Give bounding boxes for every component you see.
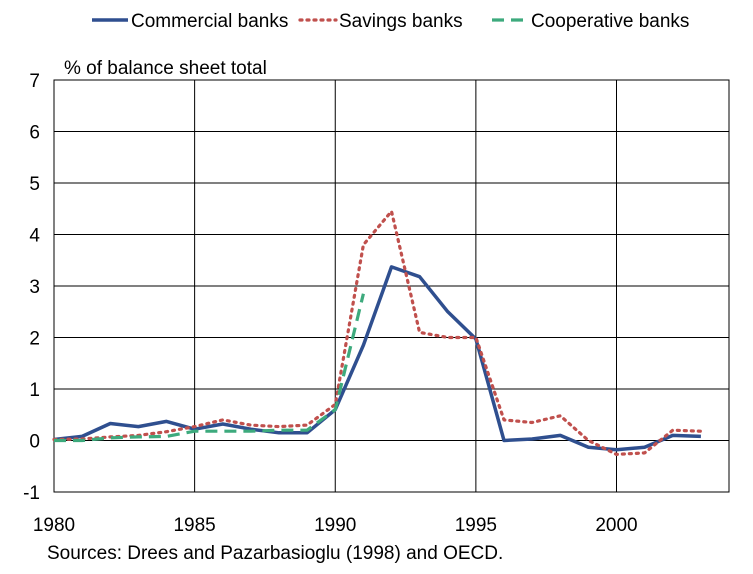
x-tick-label: 1985 bbox=[173, 515, 215, 536]
y-tick-label: -1 bbox=[23, 483, 40, 504]
legend: Commercial banks Savings banks Cooperative… bbox=[92, 11, 689, 32]
x-axis-ticks: 1980 1985 1990 1995 2000 bbox=[33, 515, 638, 536]
y-tick-label: 5 bbox=[29, 174, 40, 195]
y-tick-label: 7 bbox=[29, 71, 40, 92]
series-layer bbox=[52, 209, 703, 456]
series-line-savings-banks bbox=[52, 209, 703, 456]
y-tick-label: 2 bbox=[29, 329, 40, 350]
legend-label: Savings banks bbox=[339, 11, 463, 32]
legend-label: Commercial banks bbox=[131, 11, 288, 32]
plot-frame bbox=[53, 79, 730, 493]
x-tick-label: 1990 bbox=[314, 515, 356, 536]
series-line-commercial-banks bbox=[53, 265, 701, 452]
grid bbox=[54, 80, 729, 492]
x-tick-label: 1980 bbox=[33, 515, 75, 536]
legend-label: Cooperative banks bbox=[531, 11, 689, 32]
source-note: Sources: Drees and Pazarbasioglu (1998) … bbox=[47, 543, 503, 564]
y-axis-label: % of balance sheet total bbox=[64, 58, 267, 79]
x-tick-label: 2000 bbox=[595, 515, 637, 536]
y-tick-label: 4 bbox=[29, 226, 40, 247]
x-tick-label: 1995 bbox=[455, 515, 497, 536]
series-line-cooperative-banks bbox=[54, 293, 365, 443]
y-tick-label: 1 bbox=[29, 380, 40, 401]
y-tick-label: 6 bbox=[29, 123, 40, 144]
y-tick-label: 0 bbox=[29, 432, 40, 453]
y-tick-label: 3 bbox=[29, 277, 40, 298]
y-axis-ticks: -1 0 1 2 3 4 5 6 7 bbox=[23, 71, 40, 504]
